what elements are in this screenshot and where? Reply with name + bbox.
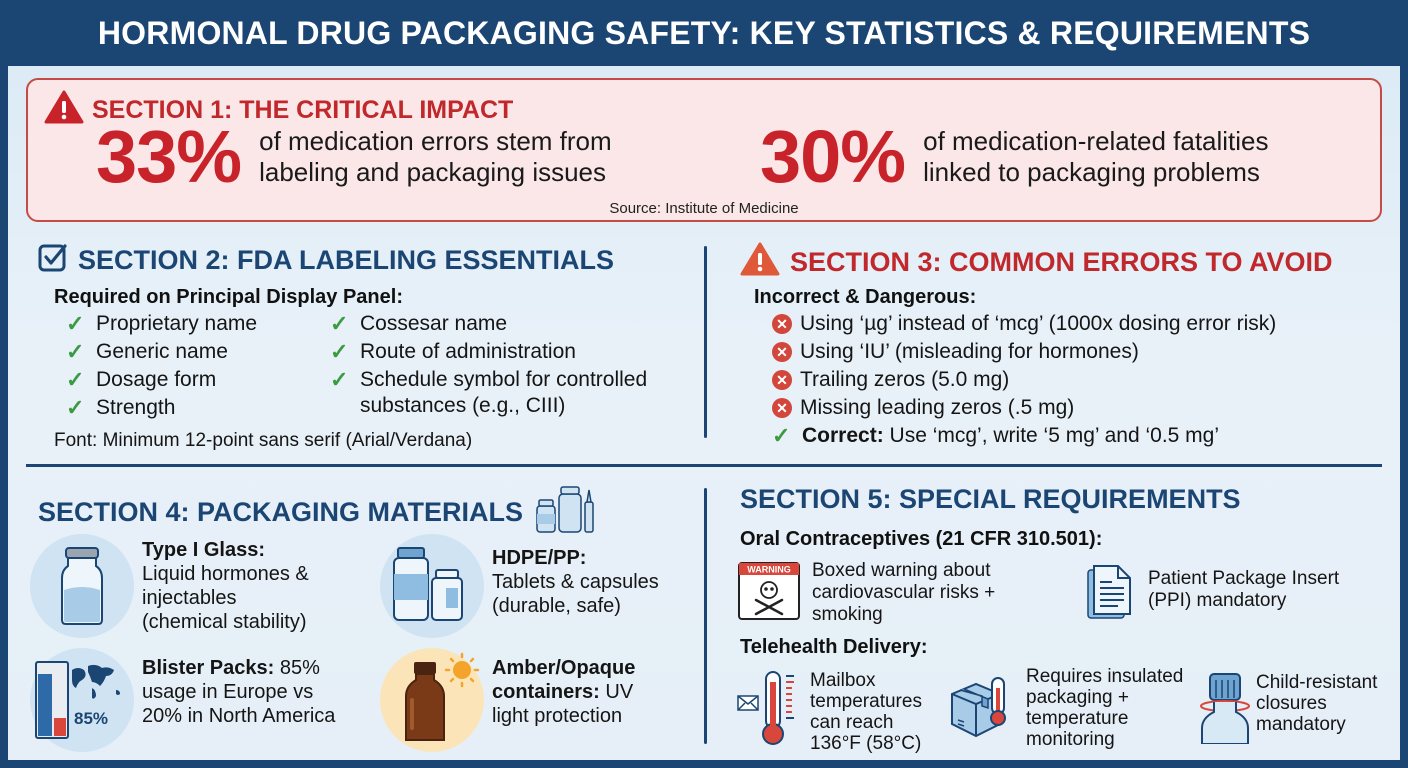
error-x-icon: ✕ [772,398,792,418]
section1-heading: SECTION 1: THE CRITICAL IMPACT [44,90,513,131]
font-requirement-note: Font: Minimum 12-point sans serif (Arial… [54,430,473,451]
box-thermometer-icon [948,674,1014,745]
telehealth-heading: Telehealth Delivery: [740,636,928,658]
error-x-icon: ✕ [772,314,792,334]
list-item: ✓ Strength [66,395,176,420]
section2-subheading: Required on Principal Display Panel: [54,286,403,308]
checkmark-icon: ✓ [66,311,85,336]
warning-triangle-icon [740,242,780,283]
section-divider [26,464,1382,467]
warning-skull-icon: WARNING [738,562,800,625]
checkmark-icon: ✓ [330,367,349,392]
amber-bottle-sun-icon [380,648,484,752]
section5-heading: SECTION 5: SPECIAL REQUIREMENTS [740,484,1241,514]
section4-heading: SECTION 4: PACKAGING MATERIALS [38,484,597,541]
list-item: ✓ Proprietary name [66,311,258,336]
checkmark-icon: ✓ [66,395,85,420]
page-title: HORMONAL DRUG PACKAGING SAFETY: KEY STAT… [97,14,1311,51]
list-item: ✓ Generic name [66,339,228,364]
checkmark-icon: ✓ [66,339,85,364]
material-type-i-glass: Type I Glass: Liquid hormones & injectab… [30,534,309,638]
infographic-canvas: SECTION 1: THE CRITICAL IMPACT 33% of me… [8,66,1400,760]
list-item: ✓ Dosage form [66,367,217,392]
svg-text:WARNING: WARNING [747,565,791,575]
source-citation: Source: Institute of Medicine [609,200,799,217]
material-blister-packs: 85% Blister Packs: 85% usage in Europe v… [30,648,335,752]
list-item: ✓ Cossesar name [330,311,508,336]
checkmark-icon: ✓ [66,367,85,392]
error-item: ✕ Using ‘IU’ (misleading for hormones) [772,339,1139,365]
oral-contraceptives-heading: Oral Contraceptives (21 CFR 310.501): [740,528,1103,550]
bottles-icon [533,484,597,541]
checkmark-icon: ✓ [330,311,349,336]
glass-vial-icon [30,534,134,638]
stat-fatalities: 30% of medication-related fatalities lin… [760,115,1269,198]
error-x-icon: ✕ [772,342,792,362]
error-item: ✕ Missing leading zeros (.5 mg) [772,395,1074,421]
stat-value: 30% [760,115,906,198]
list-item: ✓ Schedule symbol for controlled substance… [330,367,648,417]
error-item: ✕ Using ‘µg’ instead of ‘mcg’ (1000x dosi… [772,311,1276,337]
plastic-bottles-icon [380,534,484,638]
child-resistant-cap-icon [1196,672,1254,749]
error-item: ✕ Trailing zeros (5.0 mg) [772,367,1009,393]
warning-triangle-icon [44,90,84,131]
checkmark-icon: ✓ [772,423,791,448]
list-item: ✓ Route of administration [330,339,576,364]
checkbox-icon [38,242,68,279]
section3-heading: SECTION 3: COMMON ERRORS TO AVOID [740,242,1333,283]
material-hdpe-pp: HDPE/PP: Tablets & capsules (durable, sa… [380,534,659,638]
checkmark-icon: ✓ [330,339,349,364]
svg-text:85%: 85% [74,709,108,728]
document-icon [1086,564,1134,625]
section2-heading: SECTION 2: FDA LABELING ESSENTIALS [38,242,614,279]
stat-medication-errors: 33% of medication errors stem from label… [96,115,612,198]
column-divider [704,488,707,744]
section3-subheading: Incorrect & Dangerous: [754,286,977,308]
stat-value: 33% [96,115,242,198]
material-amber-opaque: Amber/Opaque containers: UV light protec… [380,648,635,752]
section-critical-impact: SECTION 1: THE CRITICAL IMPACT 33% of me… [26,78,1382,222]
thermometer-mail-icon [736,670,804,751]
correct-item: ✓ Correct: Use ‘mcg’, write ‘5 mg’ and ‘0… [772,423,1220,448]
world-map-bar-icon: 85% [30,648,134,752]
error-x-icon: ✕ [772,370,792,390]
column-divider [704,246,707,438]
